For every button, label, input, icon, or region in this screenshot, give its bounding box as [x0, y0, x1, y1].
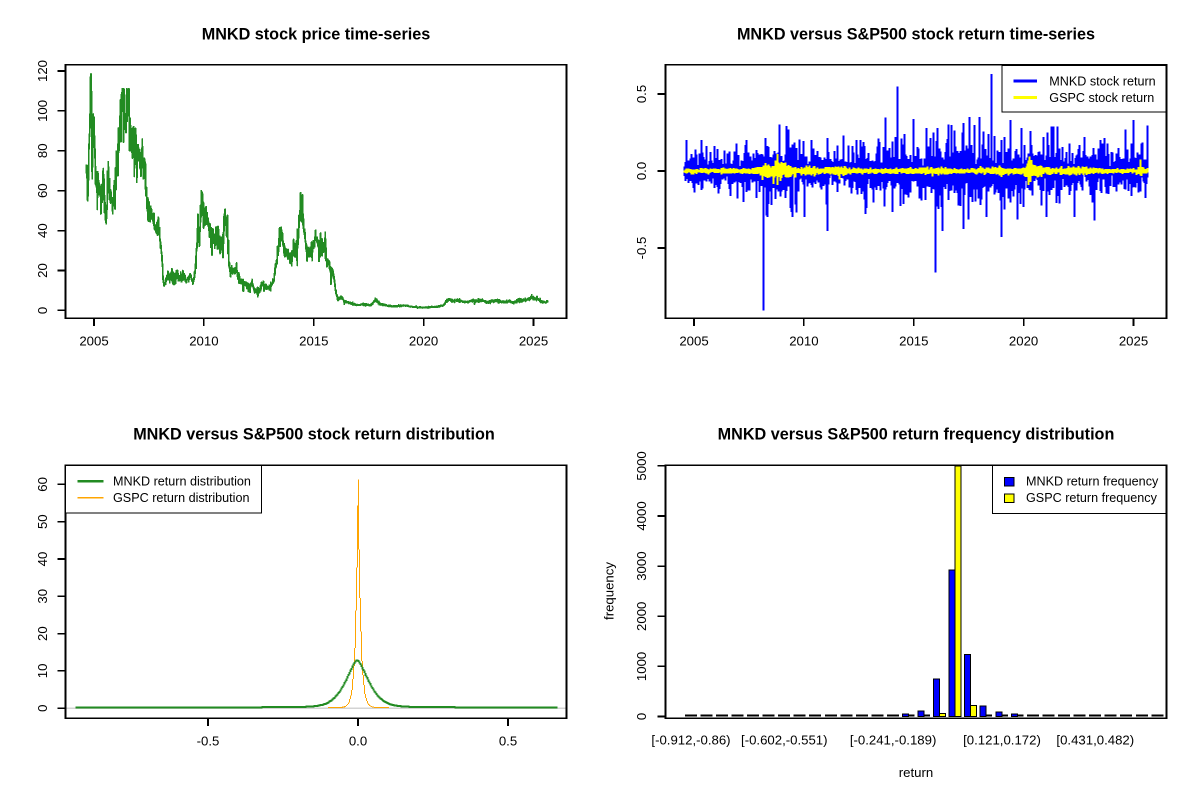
svg-text:GSPC return distribution: GSPC return distribution: [113, 491, 250, 505]
svg-text:2025: 2025: [519, 333, 548, 348]
svg-text:-0.5: -0.5: [197, 733, 220, 748]
svg-text:20: 20: [35, 263, 50, 278]
svg-text:2005: 2005: [679, 333, 708, 348]
svg-text:MNKD return frequency: MNKD return frequency: [1026, 475, 1159, 489]
svg-text:GSPC stock return: GSPC stock return: [1049, 91, 1154, 105]
svg-text:return: return: [899, 765, 933, 780]
svg-text:120: 120: [35, 60, 50, 82]
svg-text:0.0: 0.0: [634, 162, 649, 180]
svg-text:2015: 2015: [899, 333, 928, 348]
svg-text:100: 100: [35, 100, 50, 122]
svg-text:0: 0: [35, 705, 50, 712]
svg-text:2025: 2025: [1119, 333, 1148, 348]
svg-text:30: 30: [35, 589, 50, 604]
svg-text:0: 0: [35, 307, 50, 314]
svg-text:MNKD stock return: MNKD stock return: [1049, 74, 1155, 88]
svg-text:10: 10: [35, 664, 50, 679]
svg-text:20: 20: [35, 626, 50, 641]
svg-text:80: 80: [35, 143, 50, 158]
svg-text:60: 60: [35, 477, 50, 492]
svg-text:MNKD versus S&P500 return freq: MNKD versus S&P500 return frequency dist…: [718, 426, 1115, 444]
svg-text:0.5: 0.5: [634, 85, 649, 103]
svg-text:2020: 2020: [1009, 333, 1038, 348]
svg-text:MNKD stock price time-series: MNKD stock price time-series: [202, 26, 431, 44]
svg-text:[0.121,0.172): [0.121,0.172): [963, 733, 1041, 748]
svg-text:2005: 2005: [79, 333, 108, 348]
svg-text:MNKD versus S&P500 stock retur: MNKD versus S&P500 stock return time-ser…: [737, 26, 1095, 44]
svg-text:[-0.912,-0.86): [-0.912,-0.86): [651, 733, 730, 748]
svg-text:[-0.241,-0.189): [-0.241,-0.189): [850, 733, 937, 748]
svg-text:40: 40: [35, 223, 50, 238]
svg-text:2015: 2015: [299, 333, 328, 348]
svg-text:[0.431,0.482): [0.431,0.482): [1056, 733, 1134, 748]
svg-text:5000: 5000: [634, 451, 649, 480]
svg-text:0.5: 0.5: [499, 733, 517, 748]
svg-text:frequency: frequency: [602, 562, 617, 620]
svg-text:3000: 3000: [634, 551, 649, 580]
svg-text:GSPC return frequency: GSPC return frequency: [1026, 491, 1158, 505]
svg-text:MNKD versus S&P500 stock retur: MNKD versus S&P500 stock return distribu…: [133, 426, 495, 444]
svg-text:50: 50: [35, 514, 50, 529]
svg-text:0: 0: [634, 713, 649, 720]
svg-text:0.0: 0.0: [349, 733, 367, 748]
svg-text:2000: 2000: [634, 602, 649, 631]
svg-text:2020: 2020: [409, 333, 438, 348]
svg-text:1000: 1000: [634, 652, 649, 681]
svg-text:60: 60: [35, 183, 50, 198]
svg-text:40: 40: [35, 552, 50, 567]
svg-text:2010: 2010: [789, 333, 818, 348]
svg-text:4000: 4000: [634, 501, 649, 530]
svg-text:2010: 2010: [189, 333, 218, 348]
svg-text:[-0.602,-0.551): [-0.602,-0.551): [741, 733, 828, 748]
svg-text:MNKD return distribution: MNKD return distribution: [113, 475, 251, 489]
svg-text:-0.5: -0.5: [634, 237, 649, 260]
